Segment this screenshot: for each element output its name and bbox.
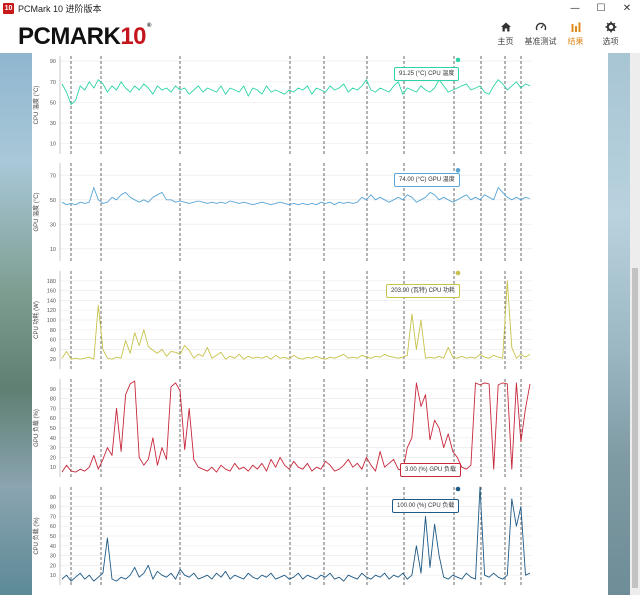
y-tick-label: 160 xyxy=(47,289,56,295)
y-tick-label: 90 xyxy=(50,387,56,393)
logo-trademark: ® xyxy=(147,23,151,29)
nav-home-label: 主页 xyxy=(497,37,514,46)
cpu-load-series xyxy=(61,486,531,582)
cpu-power-chart: 20 40 60 80 100 120 140 160 180 CPU 功耗 (W) xyxy=(32,270,532,369)
y-axis-label: GPU 温度 (°C) xyxy=(32,192,40,231)
y-axis-label: CPU 负载 (%) xyxy=(32,517,40,554)
logo-ten: 10 xyxy=(120,23,147,50)
y-tick-label: 50 xyxy=(50,534,56,540)
app-header: PCMARK10® 主页 基准测试 结果 选项 xyxy=(0,17,640,53)
gpu-load-tooltip: 3.00 (%) GPU 负载 xyxy=(400,463,462,477)
gpu-temperature-tooltip: 74.00 (°C) GPU 温度 xyxy=(394,173,460,187)
y-tick-label: 30 xyxy=(50,121,56,127)
scrollbar-thumb[interactable] xyxy=(632,268,638,588)
cpu-load-chart: 10 20 30 40 50 60 70 80 90 CPU 负载 (%) xyxy=(32,486,532,585)
y-tick-label: 40 xyxy=(50,347,56,353)
y-tick-label: 90 xyxy=(50,59,56,65)
gauge-icon xyxy=(535,20,547,34)
y-tick-label: 10 xyxy=(50,247,56,253)
tooltip-marker-dot xyxy=(455,57,461,63)
gpu-temperature-series xyxy=(61,187,531,206)
minimize-button[interactable]: — xyxy=(570,3,580,14)
y-tick-label: 70 xyxy=(50,80,56,86)
cpu-temperature-tooltip: 91.25 (°C) CPU 温度 xyxy=(394,67,460,81)
y-tick-label: 70 xyxy=(50,173,56,179)
cpu-temperature-series xyxy=(61,79,531,105)
cpu-power-series xyxy=(61,280,531,360)
y-axis-label: CPU 功耗 (W) xyxy=(32,301,40,339)
gear-icon xyxy=(605,20,617,34)
y-tick-label: 90 xyxy=(50,495,56,501)
nav-options[interactable]: 选项 xyxy=(593,20,628,47)
bar-chart-icon xyxy=(570,20,582,34)
y-tick-label: 20 xyxy=(50,455,56,461)
cpu-load-tooltip: 100.00 (%) CPU 负载 xyxy=(392,499,460,513)
title-bar: 10 PCMark 10 进阶版本 — ☐ ✕ xyxy=(0,0,640,18)
gpu-load-chart: 10 20 30 40 50 60 70 80 90 GPU 负载 (%) xyxy=(32,379,532,477)
y-tick-label: 20 xyxy=(50,563,56,569)
y-tick-label: 30 xyxy=(50,222,56,228)
nav-results[interactable]: 结果 xyxy=(558,20,593,47)
pcmark-app-icon: 10 xyxy=(3,3,14,14)
cpu-power-tooltip: 203.90 (瓦特) CPU 功耗 xyxy=(386,284,461,298)
window-title: PCMark 10 进阶版本 xyxy=(18,4,102,14)
y-tick-label: 10 xyxy=(50,142,56,148)
y-tick-label: 100 xyxy=(47,318,56,324)
y-tick-label: 40 xyxy=(50,544,56,550)
y-tick-label: 70 xyxy=(50,406,56,412)
tooltip-marker-dot xyxy=(455,168,461,173)
monitoring-panel: 10 30 50 70 90 CPU 温度 (°C) 10 30 50 70 GPU 温度 (°C)… xyxy=(32,53,608,595)
y-tick-label: 40 xyxy=(50,436,56,442)
y-tick-label: 50 xyxy=(50,426,56,432)
y-axis-label: GPU 负载 (%) xyxy=(32,409,40,447)
y-tick-label: 60 xyxy=(50,416,56,422)
y-tick-label: 80 xyxy=(50,328,56,334)
y-tick-label: 60 xyxy=(50,524,56,530)
y-tick-label: 30 xyxy=(50,554,56,560)
nav-benchmarks-label: 基准测试 xyxy=(524,37,557,46)
y-tick-label: 10 xyxy=(50,573,56,579)
vertical-scrollbar[interactable] xyxy=(630,53,640,595)
nav-benchmarks[interactable]: 基准测试 xyxy=(523,20,558,47)
background-image-left xyxy=(0,53,32,595)
y-tick-label: 70 xyxy=(50,514,56,520)
y-tick-label: 60 xyxy=(50,338,56,344)
nav-results-label: 结果 xyxy=(567,37,584,46)
gpu-load-series xyxy=(61,380,531,473)
nav-options-label: 选项 xyxy=(602,37,619,46)
close-button[interactable]: ✕ xyxy=(622,3,632,14)
y-tick-label: 50 xyxy=(50,198,56,204)
window-controls: — ☐ ✕ xyxy=(562,0,640,17)
main-nav: 主页 基准测试 结果 选项 xyxy=(488,20,628,47)
y-tick-label: 140 xyxy=(47,298,56,304)
cpu-temperature-chart: 10 30 50 70 90 CPU 温度 (°C) xyxy=(32,56,532,154)
maximize-button[interactable]: ☐ xyxy=(596,3,606,14)
logo-text: PCMARK xyxy=(18,23,121,50)
y-tick-label: 30 xyxy=(50,446,56,452)
y-tick-label: 50 xyxy=(50,100,56,106)
tooltip-marker-dot xyxy=(455,270,461,276)
y-tick-label: 180 xyxy=(47,279,56,285)
y-tick-label: 120 xyxy=(47,308,56,314)
nav-home[interactable]: 主页 xyxy=(488,20,523,47)
gpu-temperature-chart: 10 30 50 70 GPU 温度 (°C) xyxy=(32,163,532,261)
monitoring-charts: 10 30 50 70 90 CPU 温度 (°C) 10 30 50 70 GPU 温度 (°C)… xyxy=(32,56,532,585)
y-tick-label: 20 xyxy=(50,357,56,363)
home-icon xyxy=(500,20,512,34)
y-tick-label: 10 xyxy=(50,465,56,471)
tooltip-marker-dot xyxy=(455,486,461,492)
y-tick-label: 80 xyxy=(50,397,56,403)
y-tick-label: 80 xyxy=(50,505,56,511)
pcmark-logo: PCMARK10® xyxy=(18,23,151,51)
y-axis-label: CPU 温度 (°C) xyxy=(32,86,40,125)
